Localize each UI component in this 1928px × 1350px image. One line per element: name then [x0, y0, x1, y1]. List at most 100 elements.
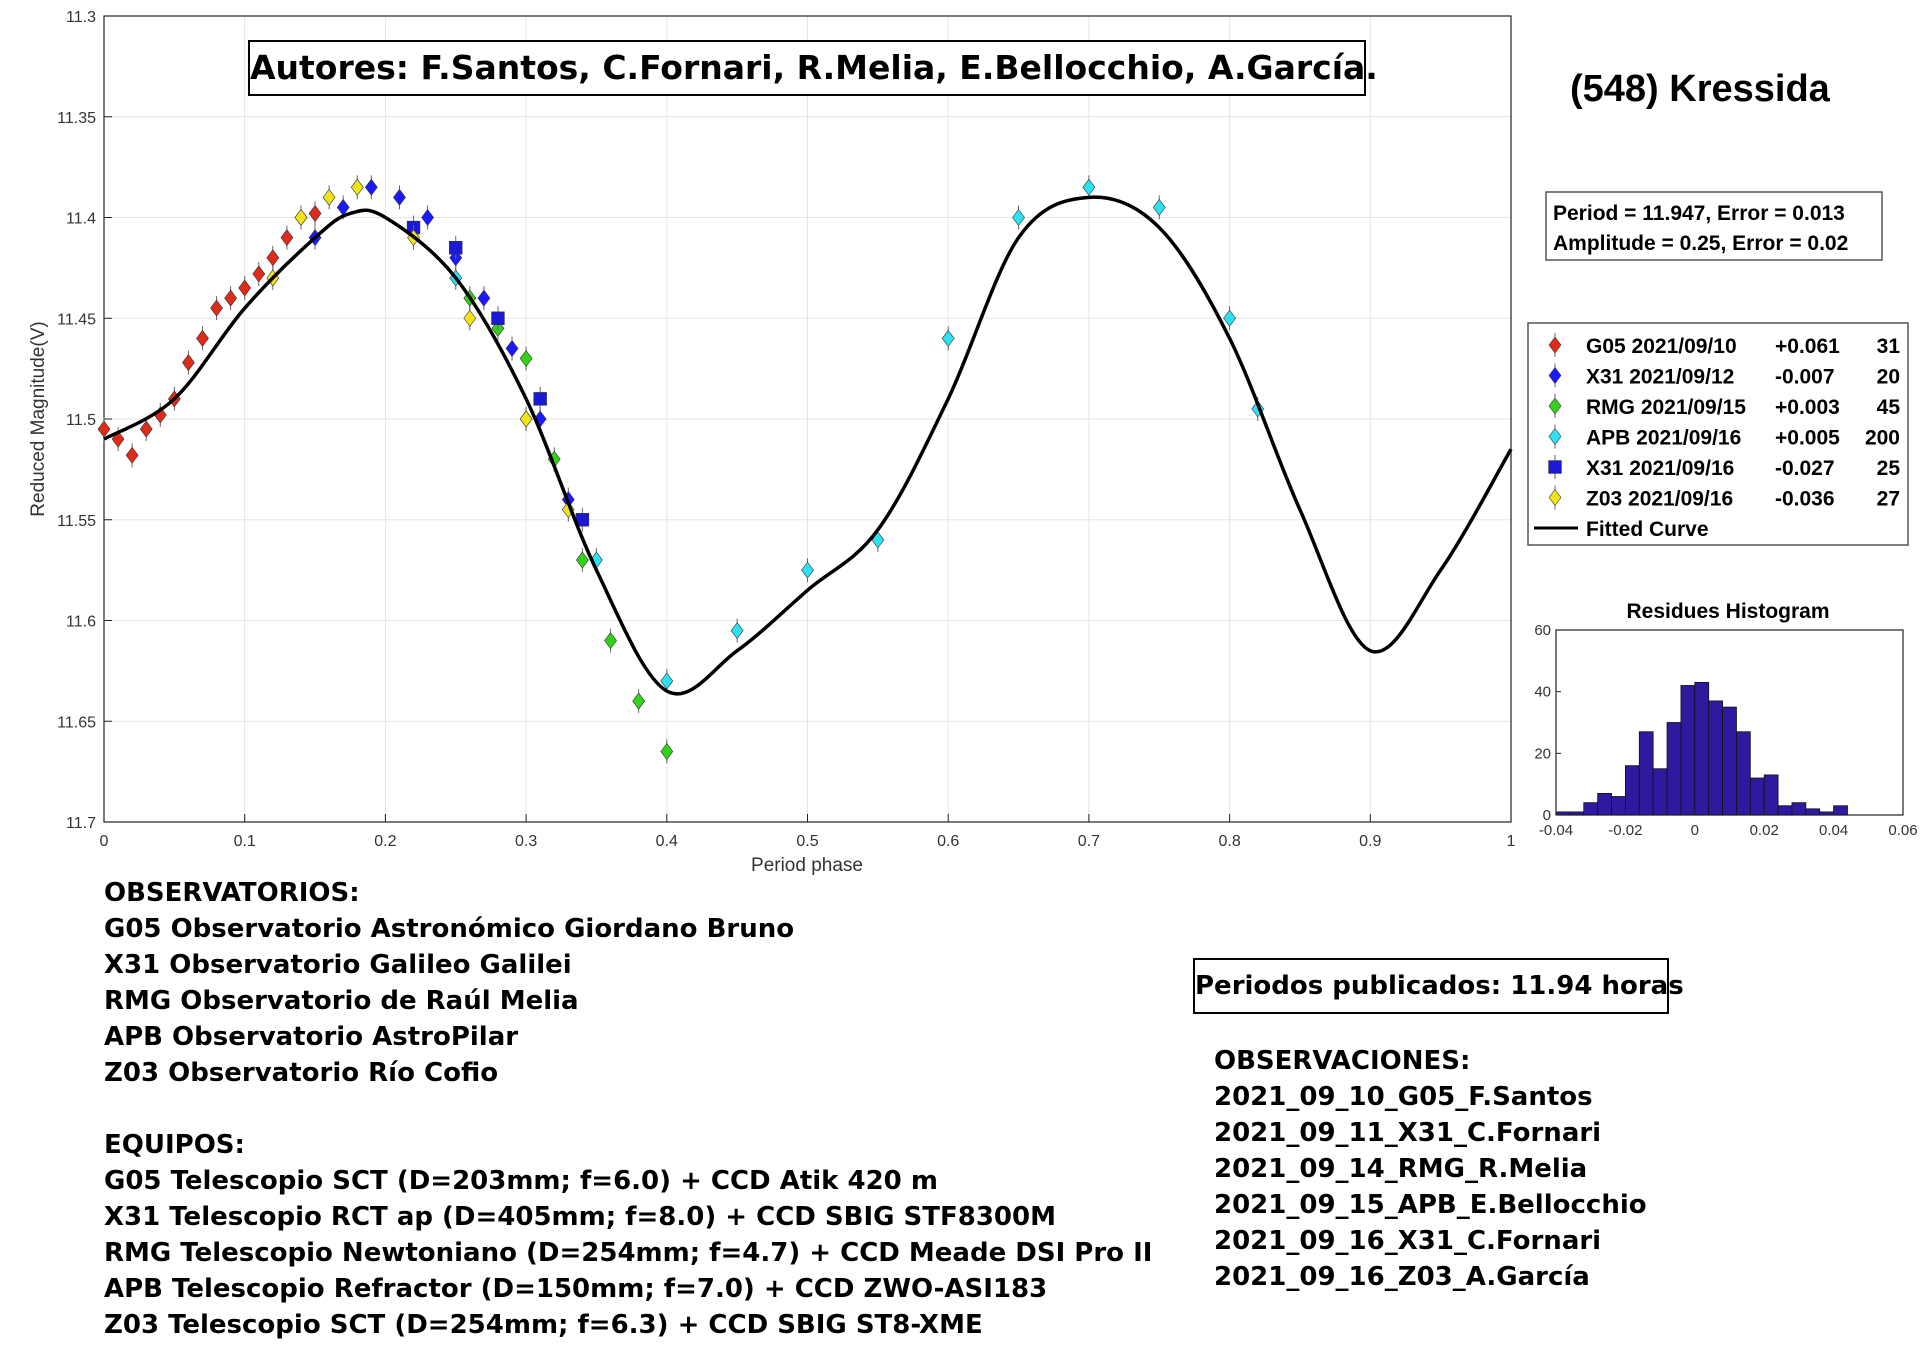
observaciones-heading: OBSERVACIONES:: [1214, 1046, 1471, 1076]
data-point: [730, 622, 744, 640]
observacion-item: 2021_09_16_X31_C.Fornari: [1214, 1226, 1602, 1256]
data-point: [1223, 309, 1236, 327]
y-tick-label: 11.7: [66, 815, 96, 832]
amplitude-text: Amplitude = 0.25, Error = 0.02: [1553, 232, 1848, 255]
observacion-item: 2021_09_16_Z03_A.García: [1214, 1262, 1590, 1292]
histogram-bar: [1722, 706, 1737, 816]
data-point: [604, 632, 617, 650]
histogram-bar: [1569, 811, 1585, 816]
data-point: [238, 279, 252, 297]
hist-x-tick-label: 0.04: [1819, 822, 1848, 839]
legend-box: [1527, 322, 1909, 546]
observacion-item: 2021_09_10_G05_F.Santos: [1214, 1082, 1593, 1112]
hist-y-tick-label: 20: [1534, 745, 1551, 762]
period-text: Period = 11.947, Error = 0.013: [1553, 202, 1845, 225]
legend-entry: Z03 2021/09/16 -0.036 27: [1548, 485, 1900, 511]
legend-label: X31 2021/09/16: [1586, 457, 1734, 480]
data-point: [1152, 198, 1166, 216]
data-point: [660, 672, 674, 690]
data-point: [463, 309, 477, 327]
data-point: [477, 289, 491, 307]
histogram-bar: [1694, 682, 1710, 816]
legend-label: Z03 2021/09/16: [1586, 488, 1733, 511]
observaciones-section: OBSERVACIONES: 2021_09_10_G05_F.Santos 2…: [1214, 1043, 1647, 1295]
y-tick-label: 11.65: [57, 714, 96, 731]
x-tick-label: 0.3: [515, 833, 537, 850]
histogram-bar: [1680, 685, 1696, 816]
data-point: [196, 329, 209, 347]
data-point: [1082, 178, 1096, 196]
residues-histogram: Residues Histogram -0.04 -0.02 0 0.02 0.04 0.…: [1534, 600, 1917, 839]
hist-x-tick-label: 0.06: [1888, 822, 1917, 839]
x-tick-label: 0.9: [1359, 833, 1381, 850]
histogram-bar: [1819, 811, 1835, 816]
y-tick-label: 11.5: [66, 412, 96, 429]
data-point: [519, 350, 533, 368]
data-point: [576, 551, 589, 569]
data-point: [322, 188, 336, 206]
equipos-heading: EQUIPOS:: [104, 1130, 245, 1160]
asteroid-name: (548) Kressida: [1570, 68, 1830, 110]
hist-x-tick-label: -0.02: [1608, 822, 1642, 839]
hist-x-tick-label: 0: [1691, 822, 1699, 839]
legend-offset: +0.005: [1775, 427, 1840, 450]
histogram-bar: [1625, 765, 1640, 816]
histogram-title: Residues Histogram: [1626, 600, 1829, 623]
legend-label: APB 2021/09/16: [1586, 427, 1741, 450]
legend: G05 2021/09/10 +0.061 31 X31 2021/09/12 -0.0…: [1534, 333, 1900, 541]
data-point: [308, 204, 322, 222]
histogram-bar: [1638, 731, 1654, 816]
observatorios-heading: OBSERVATORIOS:: [104, 878, 360, 908]
hist-y-tick-label: 40: [1534, 684, 1551, 701]
axis-ticks: 0 0.1 0.2 0.3 0.4 0.5 0.6 0.7 0.8 0.9 1 11.3 11.35 11…: [57, 9, 1515, 850]
legend-marker: [1548, 489, 1562, 506]
data-point: [224, 289, 238, 307]
equipo-item: APB Telescopio Refractor (D=150mm; f=7.0…: [104, 1274, 1048, 1304]
histogram-bars: [1555, 682, 1848, 816]
data-point: [294, 209, 308, 226]
observatorios-section: OBSERVATORIOS: G05 Observatorio Astronóm…: [104, 875, 794, 1091]
legend-label: X31 2021/09/12: [1586, 366, 1734, 389]
histogram-bar: [1611, 796, 1626, 816]
histogram-bar: [1749, 777, 1765, 816]
data-point: [280, 229, 294, 247]
light-curve-chart: 0 0.1 0.2 0.3 0.4 0.5 0.6 0.7 0.8 0.9 1 11.3 11.35 11…: [28, 9, 1909, 876]
histogram-bar: [1597, 793, 1612, 816]
x-tick-label: 0: [100, 833, 109, 850]
equipo-item: RMG Telescopio Newtoniano (D=254mm; f=4.…: [104, 1238, 1153, 1268]
histogram-bar: [1583, 802, 1599, 816]
data-point: [393, 188, 406, 206]
legend-offset: +0.003: [1775, 396, 1840, 419]
equipo-item: G05 Telescopio SCT (D=203mm; f=6.0) + CC…: [104, 1166, 938, 1196]
data-point: [97, 420, 111, 438]
data-point: [252, 265, 266, 283]
x-tick-label: 0.8: [1218, 833, 1240, 850]
x-tick-label: 0.6: [937, 833, 959, 850]
observatorio-item: Z03 Observatorio Río Cofio: [104, 1058, 499, 1088]
data-point: [505, 339, 519, 357]
data-point: [449, 241, 463, 255]
data-point: [210, 299, 223, 317]
y-tick-label: 11.35: [57, 110, 96, 127]
histogram-bar: [1805, 808, 1821, 816]
hist-x-tick-label: 0.02: [1750, 822, 1779, 839]
equipo-item: Z03 Telescopio SCT (D=254mm; f=6.3) + CC…: [104, 1310, 983, 1340]
legend-count: 31: [1877, 335, 1901, 358]
legend-offset: -0.027: [1775, 457, 1835, 480]
x-tick-label: 0.7: [1078, 833, 1100, 850]
data-point: [1012, 209, 1025, 226]
data-point: [801, 561, 814, 579]
legend-label: G05 2021/09/10: [1586, 335, 1737, 358]
legend-marker: [1548, 336, 1562, 354]
legend-count: 200: [1865, 427, 1900, 450]
legend-count: 45: [1877, 396, 1901, 419]
legend-offset: -0.036: [1775, 488, 1835, 511]
histogram-bar: [1791, 802, 1807, 816]
authors-box: Autores: F.Santos, C.Fornari, R.Melia, E…: [248, 40, 1378, 96]
legend-entry: Fitted Curve: [1534, 518, 1709, 541]
data-point: [266, 249, 280, 267]
legend-entry: X31 2021/09/16 -0.027 25: [1548, 455, 1900, 480]
x-tick-label: 1: [1507, 833, 1516, 850]
data-point: [182, 354, 195, 372]
data-point: [660, 742, 674, 760]
